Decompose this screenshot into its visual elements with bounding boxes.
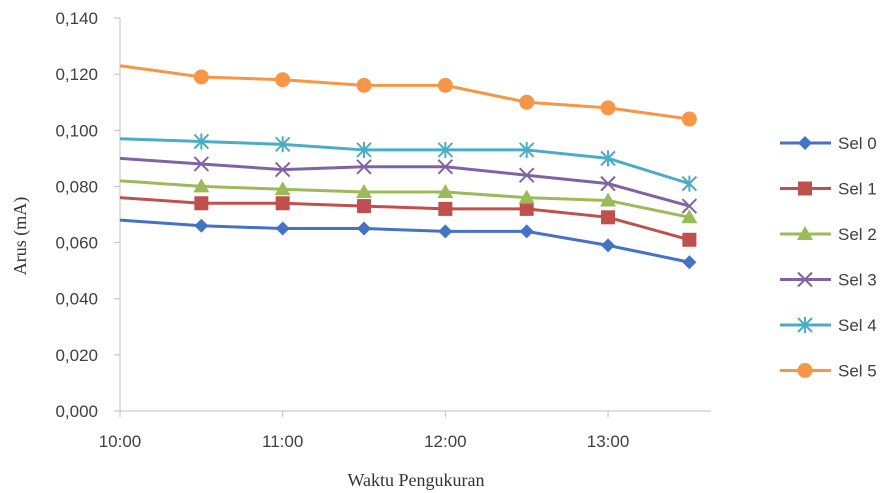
data-point (682, 232, 697, 247)
legend-item: Sel 4 (780, 316, 877, 335)
data-point (356, 77, 372, 93)
data-point (437, 184, 454, 199)
data-point (356, 141, 372, 158)
x-tick-label: 12:00 (424, 432, 467, 451)
series-line (119, 179, 690, 219)
y-tick-label: 0,000 (55, 402, 98, 421)
data-point (193, 133, 210, 150)
y-tick-label: 0,120 (55, 65, 98, 84)
y-tick-label: 0,060 (55, 234, 98, 253)
legend-item: Sel 3 (780, 271, 877, 290)
data-point (601, 210, 616, 225)
legend: Sel 0 Sel 1 Sel 2 Sel 3 Sel 4 Sel 5 (780, 134, 877, 381)
data-point (274, 136, 291, 153)
legend-item: Sel 2 (780, 225, 877, 244)
data-point (357, 221, 372, 236)
series-line (119, 137, 690, 186)
series-sel-0 (119, 218, 697, 270)
series-sel-3 (119, 156, 698, 214)
data-point (519, 94, 535, 110)
marker-stroke (600, 175, 616, 192)
data-point (519, 201, 534, 216)
legend-item: Sel 0 (780, 134, 877, 153)
data-point (681, 209, 698, 224)
series-layer (119, 64, 698, 270)
series-line (119, 64, 690, 121)
legend-label: Sel 3 (838, 271, 877, 290)
legend-label: Sel 1 (838, 180, 877, 199)
series-line (119, 218, 690, 264)
data-point (275, 72, 291, 88)
data-point (274, 181, 291, 196)
data-point (681, 111, 697, 127)
series-sel-4 (119, 133, 698, 192)
data-point (437, 159, 454, 175)
data-point (682, 255, 697, 270)
data-point (275, 221, 290, 236)
marker-stroke (437, 159, 454, 175)
data-point (194, 196, 209, 211)
x-tick-label: 13:00 (587, 432, 630, 451)
data-point (193, 69, 209, 85)
data-point (437, 141, 454, 158)
legend-item: Sel 5 (780, 362, 877, 381)
series-line (119, 196, 690, 242)
marker-stroke (356, 159, 372, 175)
data-point (438, 224, 453, 239)
legend-marker (797, 363, 813, 378)
data-point (601, 238, 616, 253)
data-point (357, 199, 372, 214)
data-point (681, 175, 698, 192)
data-point (275, 196, 290, 211)
legend-label: Sel 4 (838, 316, 877, 335)
data-point (600, 175, 616, 192)
data-point (519, 224, 534, 239)
legend-item: Sel 1 (780, 180, 877, 199)
y-tick-label: 0,080 (55, 177, 98, 196)
data-point (194, 218, 209, 233)
y-axis-ticks: 0,000 0,020 0,040 0,060 0,080 0,100 0,120 0,140 (55, 9, 120, 421)
data-point (438, 201, 453, 216)
data-point (193, 178, 210, 193)
data-point (681, 198, 698, 214)
x-axis-ticks: 10:00 11:00 12:00 13:00 (99, 411, 630, 451)
data-point (437, 77, 453, 93)
marker-stroke (518, 167, 535, 183)
marker-stroke (681, 198, 698, 214)
x-tick-label: 10:00 (99, 432, 142, 451)
marker-stroke (193, 156, 210, 172)
legend-marker (798, 181, 812, 196)
x-tick-label: 11:00 (262, 432, 303, 451)
y-tick-label: 0,100 (55, 121, 98, 140)
data-point (518, 189, 535, 204)
y-tick-label: 0,040 (55, 290, 98, 309)
data-point (518, 141, 535, 158)
data-point (600, 192, 617, 207)
data-point (356, 184, 373, 199)
series-sel-5 (119, 64, 697, 127)
data-point (600, 150, 616, 167)
legend-label: Sel 2 (838, 225, 877, 244)
legend-marker (797, 226, 813, 240)
legend-label: Sel 5 (838, 362, 877, 381)
x-axis-title: Waktu Pengukuran (347, 470, 484, 490)
data-point (600, 100, 616, 116)
legend-marker (797, 271, 813, 288)
y-tick-label: 0,140 (55, 9, 98, 28)
marker-stroke (274, 161, 291, 178)
series-line (119, 156, 690, 208)
data-point (356, 159, 372, 175)
data-point (193, 156, 210, 172)
y-axis-title: Arus (mA) (10, 197, 31, 276)
legend-marker (797, 317, 813, 333)
data-point (518, 167, 535, 183)
y-tick-label: 0,020 (55, 346, 98, 365)
legend-label: Sel 0 (838, 134, 877, 153)
marker-stroke (797, 271, 813, 288)
series-sel-2 (119, 178, 698, 224)
series-sel-1 (119, 196, 697, 247)
legend-marker (798, 136, 812, 150)
data-point (274, 161, 291, 178)
